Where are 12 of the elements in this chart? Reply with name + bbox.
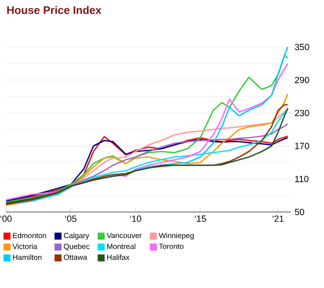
y-tick-label: 350 xyxy=(294,44,310,50)
y-tick-label: 290 xyxy=(294,76,310,84)
chart-title: House Price Index xyxy=(7,6,102,14)
x-tick-label: ‘10 xyxy=(130,216,142,222)
x-tick-label: ‘00 xyxy=(0,216,12,222)
x-tick-label: ‘05 xyxy=(65,216,76,222)
x-tick-label: ‘15 xyxy=(194,216,206,222)
x-tick-label: ‘21 xyxy=(272,216,284,222)
y-tick-label: 230 xyxy=(294,110,310,116)
y-tick-label: 170 xyxy=(295,142,310,150)
y-tick-label: 50 xyxy=(294,208,304,216)
y-tick-label: 110 xyxy=(295,176,308,182)
